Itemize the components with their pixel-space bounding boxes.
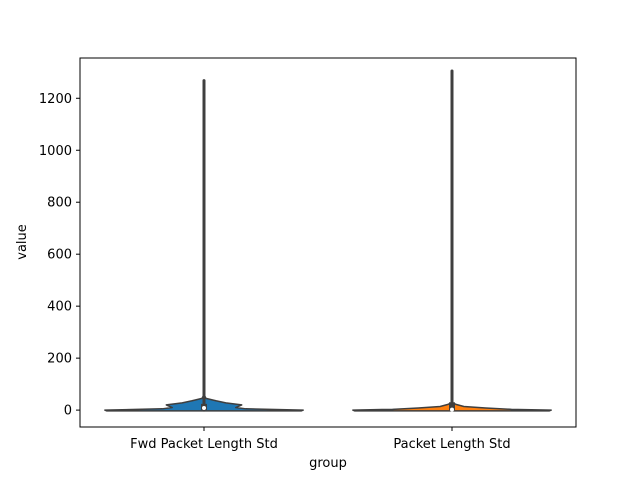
y-tick-label-4: 800 bbox=[47, 196, 72, 211]
y-axis-ticks: 0 200 400 600 800 1000 1200 bbox=[39, 92, 80, 419]
y-tick-label-0: 0 bbox=[64, 404, 72, 419]
y-axis-label: value bbox=[15, 224, 30, 260]
violin-1 bbox=[352, 69, 552, 412]
x-axis-label: group bbox=[309, 456, 347, 471]
y-tick-label-2: 400 bbox=[47, 300, 72, 315]
violin-0 bbox=[104, 79, 304, 412]
violin-median-1 bbox=[450, 407, 454, 412]
y-tick-label-5: 1000 bbox=[39, 144, 72, 159]
y-tick-label-3: 600 bbox=[47, 248, 72, 263]
violin-median-0 bbox=[202, 406, 206, 411]
x-tick-label-1: Packet Length Std bbox=[393, 437, 510, 452]
plot-area bbox=[80, 58, 576, 427]
x-tick-label-0: Fwd Packet Length Std bbox=[130, 437, 278, 452]
violins bbox=[104, 69, 552, 412]
plot-frame bbox=[79, 57, 577, 428]
y-tick-label-6: 1200 bbox=[39, 92, 72, 107]
y-tick-label-1: 200 bbox=[47, 352, 72, 367]
x-axis-ticks: Fwd Packet Length Std Packet Length Std bbox=[130, 427, 511, 452]
